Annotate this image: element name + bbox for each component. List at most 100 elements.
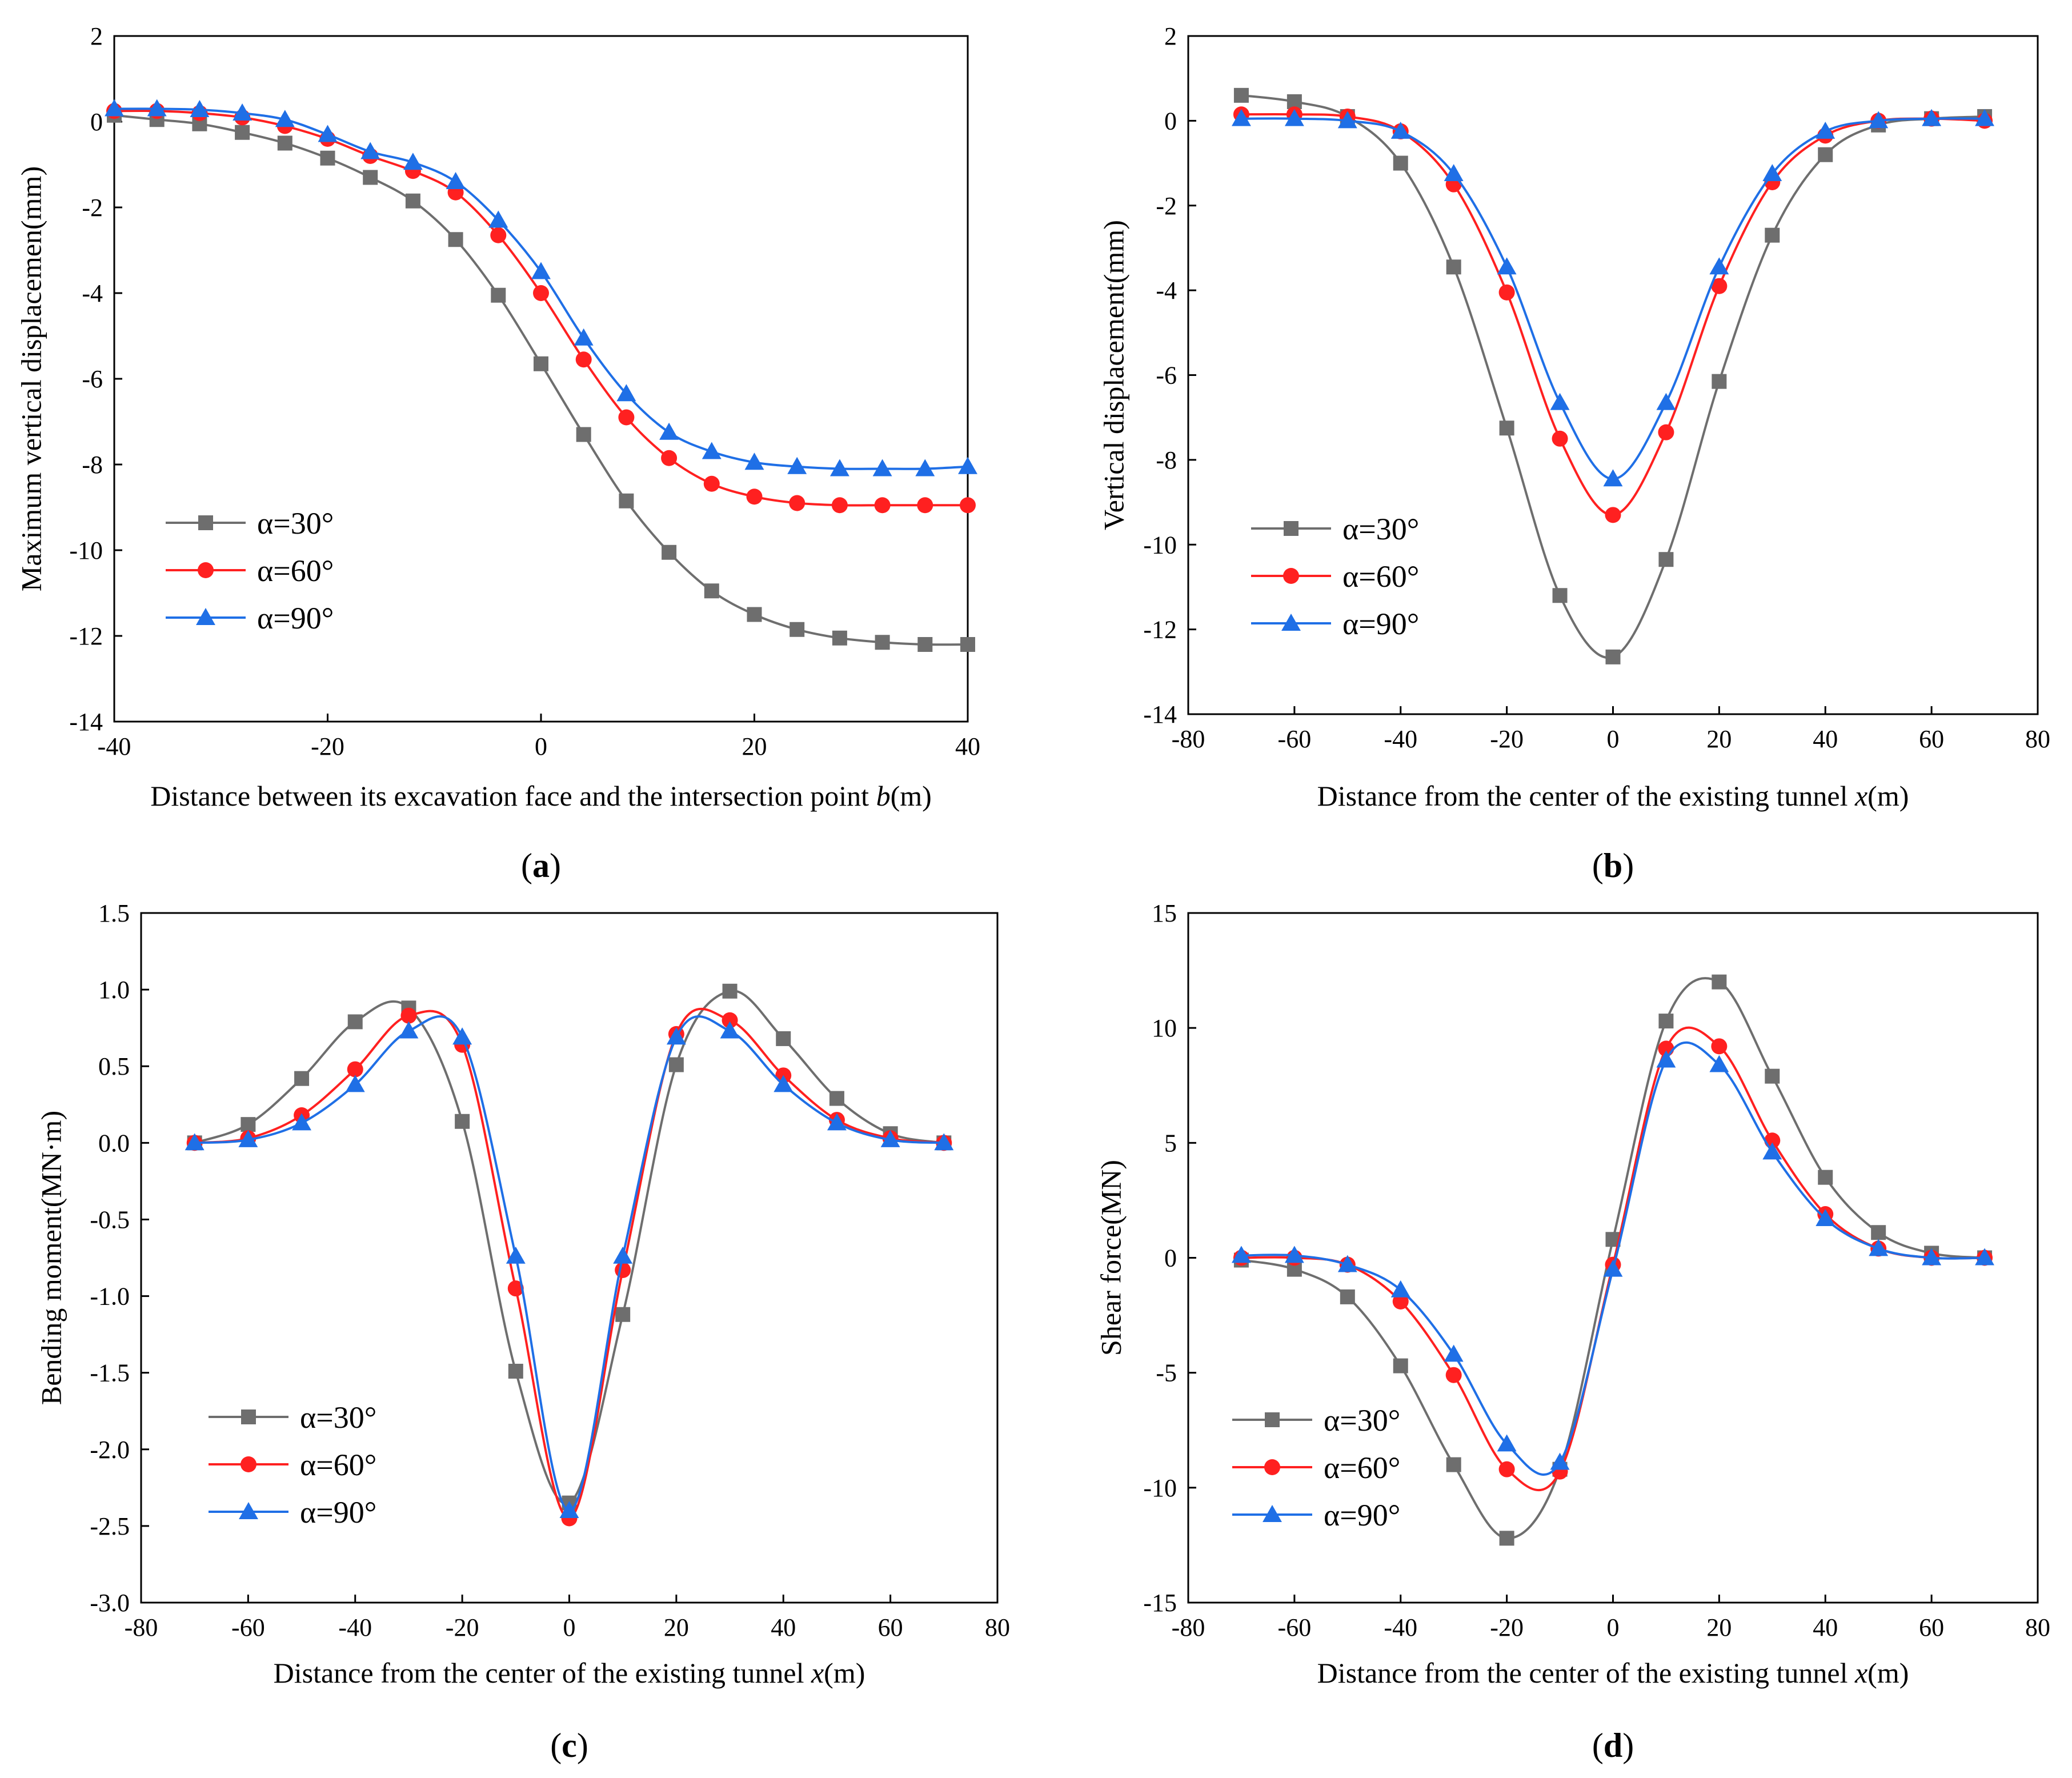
panel-label: (c) [550, 1727, 588, 1764]
data-point [659, 422, 679, 440]
data-point [1815, 121, 1835, 139]
legend-label: α=90° [1342, 607, 1419, 641]
legend-label: α=30° [1324, 1403, 1400, 1437]
series-triangle [185, 1015, 954, 1519]
data-point [533, 285, 549, 301]
data-point [915, 459, 935, 476]
data-point [1231, 1246, 1251, 1263]
y-tick-label: -14 [1143, 700, 1177, 728]
series-triangle [1231, 1041, 1995, 1476]
x-tick-label: 0 [1607, 725, 1620, 753]
data-point [720, 1021, 740, 1039]
data-point [1390, 1280, 1410, 1298]
data-point [241, 1117, 256, 1132]
x-tick-label: -60 [1278, 1613, 1312, 1641]
plot-frame [1187, 35, 2039, 715]
data-point [615, 1262, 631, 1278]
y-tick-label: -4 [82, 279, 103, 307]
data-point [575, 351, 592, 368]
data-point [1497, 257, 1517, 275]
data-point [1499, 1531, 1514, 1546]
data-point [1762, 1142, 1782, 1160]
y-tick-label: 1.0 [98, 976, 130, 1004]
data-point [1765, 227, 1780, 243]
data-point [574, 328, 594, 346]
data-point [1656, 1050, 1676, 1068]
x-tick-label: -60 [231, 1613, 265, 1641]
data-point [400, 1007, 417, 1024]
data-point [559, 1501, 579, 1519]
y-tick-label: -2 [1156, 192, 1177, 220]
x-tick-label: -40 [338, 1613, 372, 1641]
data-point [1975, 1248, 1995, 1266]
legend-label: α=30° [300, 1400, 376, 1435]
y-tick-label: 0 [1164, 1244, 1177, 1272]
x-axis-title: Distance between its excavation face and… [150, 780, 932, 812]
y-axis-title: Maximum vertical displacemen(mm) [15, 166, 47, 591]
x-axis-title: Distance from the center of the existing… [1317, 780, 1909, 812]
data-point [776, 1031, 791, 1046]
y-axis-title: Shear force(MN) [1095, 1160, 1127, 1356]
x-tick-label: 0 [563, 1613, 576, 1641]
y-tick-label: 0 [90, 108, 103, 136]
legend-marker [241, 1409, 256, 1424]
x-tick-label: 80 [2025, 725, 2050, 753]
data-point [455, 1114, 470, 1129]
x-tick-label: -80 [1172, 1613, 1205, 1641]
x-tick-label: 80 [985, 1613, 1010, 1641]
y-tick-label: 5 [1164, 1129, 1177, 1157]
data-point [722, 983, 738, 999]
data-point [1445, 1367, 1462, 1383]
data-point [789, 495, 805, 511]
y-tick-label: 1.5 [98, 899, 130, 927]
data-point [1765, 1068, 1780, 1084]
legend-marker [1283, 568, 1299, 584]
legend-label: α=60° [1342, 559, 1419, 594]
data-point [1815, 1209, 1835, 1227]
data-point [235, 125, 250, 140]
y-tick-label: -15 [1143, 1589, 1177, 1617]
data-point [1711, 278, 1728, 294]
data-point [508, 1363, 523, 1379]
data-point [1497, 1434, 1517, 1452]
legend-label: α=90° [1324, 1498, 1400, 1532]
data-point [490, 227, 507, 243]
data-point [1712, 974, 1727, 990]
series-line [1241, 117, 1985, 480]
data-point [832, 630, 847, 646]
series-line [114, 109, 968, 507]
data-point [746, 488, 763, 505]
legend-label: α=60° [257, 554, 334, 588]
data-point [1233, 87, 1249, 103]
x-tick-label: 40 [1813, 725, 1838, 753]
y-tick-label: 2 [90, 22, 103, 50]
data-point [452, 1027, 472, 1045]
data-point [703, 475, 720, 492]
data-point [1392, 1293, 1409, 1310]
y-tick-label: -14 [69, 708, 103, 736]
data-point [880, 1130, 900, 1147]
y-tick-label: -2.0 [90, 1436, 130, 1464]
legend-marker [1264, 1459, 1280, 1475]
data-point [827, 1113, 847, 1131]
x-tick-label: 20 [664, 1613, 689, 1641]
data-point [666, 1027, 686, 1045]
x-tick-label: 60 [1919, 725, 1944, 753]
legend-marker [241, 1456, 257, 1472]
x-tick-label: -20 [446, 1613, 479, 1641]
legend: α=30° α=60° α=90° [209, 1400, 376, 1529]
x-tick-label: -40 [1384, 725, 1417, 753]
data-point [1762, 164, 1782, 182]
y-tick-label: -2 [82, 194, 103, 222]
data-point [534, 356, 548, 371]
legend-marker [1263, 1505, 1282, 1522]
data-point [1975, 109, 1995, 126]
data-point [277, 135, 292, 151]
y-tick-label: -8 [82, 451, 103, 479]
data-point [1390, 121, 1410, 139]
x-tick-label: 0 [1607, 1613, 1620, 1641]
data-point [1818, 147, 1833, 162]
data-point [874, 497, 891, 514]
data-point [662, 544, 677, 560]
